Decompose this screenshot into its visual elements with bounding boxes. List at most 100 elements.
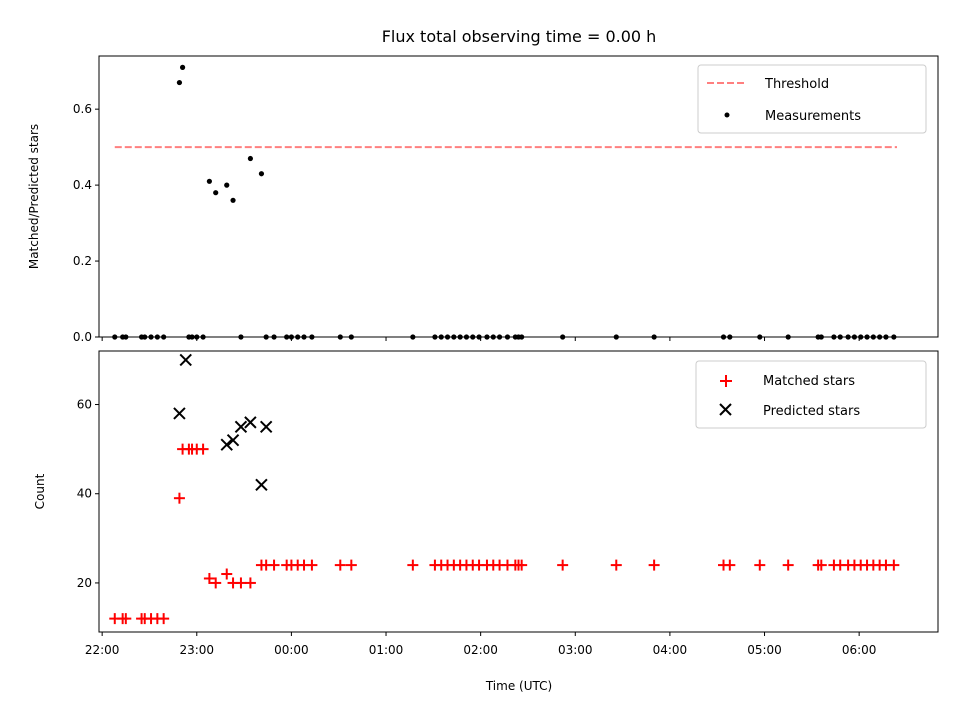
measurement-point (883, 334, 889, 340)
measurement-point (490, 334, 496, 340)
predicted-star-point (259, 420, 273, 434)
measurement-point (189, 334, 195, 340)
bottom-legend-box (695, 360, 927, 429)
matched-star-point (407, 559, 419, 571)
measurement-point (194, 334, 200, 340)
matched-star-point (173, 492, 185, 504)
measurement-point (112, 334, 118, 340)
measurement-point (247, 155, 253, 162)
top-y-axis-label: Matched/Predicted stars (27, 124, 41, 269)
matched-star-point (782, 559, 794, 571)
measurement-point (230, 197, 236, 203)
matched-star-point (334, 559, 346, 571)
measurement-point (142, 334, 148, 340)
matched-star-point (724, 559, 736, 571)
measurement-point (845, 334, 851, 340)
measurement-point (288, 334, 295, 340)
matched-stars-legend-swatch (720, 375, 732, 387)
matched-star-point (888, 559, 900, 571)
measurements-legend-swatch (724, 112, 730, 118)
matched-star-point (221, 568, 233, 580)
matched-star-point (306, 559, 318, 571)
measurement-point (877, 334, 883, 340)
measurement-point (463, 334, 470, 340)
bottom-legend: Matched stars Predicted stars (695, 360, 927, 429)
predicted-star-point (220, 438, 233, 451)
bottom-y-tick-label: 20 (77, 576, 92, 590)
top-y-tick-label: 0.6 (73, 102, 92, 116)
matched-star-point (648, 559, 660, 571)
measurement-point (271, 334, 277, 340)
x-axis-label: Time (UTC) (485, 679, 552, 693)
measurement-point (757, 334, 763, 340)
matched-star-point (815, 559, 827, 571)
bottom-y-axis: 20 40 60 (77, 398, 99, 590)
measurement-point (444, 334, 451, 340)
measurement-point (651, 334, 657, 340)
bottom-plot-frame (98, 350, 939, 633)
top-y-tick-label: 0.2 (73, 254, 92, 268)
bottom-y-tick-label: 40 (77, 487, 92, 501)
x-tick-label: 06:00 (842, 643, 877, 657)
predicted-star-point (226, 433, 240, 447)
bottom-x-axis: 22:00 23:00 00:00 01:00 02:00 03:00 04:00 05:00… (85, 632, 877, 657)
measurement-point (176, 79, 183, 86)
predicted-star-point (173, 407, 186, 420)
measurement-point (213, 190, 219, 196)
measurement-point (470, 334, 476, 340)
measurement-point (309, 334, 315, 340)
measurement-point (295, 334, 301, 340)
matched-star-point (557, 559, 569, 571)
measurement-point (519, 334, 525, 340)
measurement-point (457, 334, 463, 340)
measurement-point (148, 334, 154, 340)
matched-star-point (197, 443, 209, 455)
measurement-point (432, 334, 438, 340)
measurement-point (864, 334, 870, 340)
x-tick-label: 03:00 (558, 643, 593, 657)
top-y-tick-label: 0.0 (73, 330, 92, 344)
matched-star-point (516, 559, 528, 571)
bottom-series (109, 353, 900, 625)
measurement-point (284, 334, 290, 340)
x-tick-label: 23:00 (179, 643, 214, 657)
bottom-panel: 20 40 60 22:00 23:00 00:00 01:00 02:00 03:00 04:… (33, 350, 939, 693)
measurement-point (870, 334, 876, 340)
measurements-legend-label: Measurements (765, 109, 861, 124)
measurement-point (200, 334, 206, 340)
top-y-axis: 0.0 0.2 0.4 0.6 (73, 102, 99, 344)
top-series (112, 64, 897, 340)
matched-star-point (268, 559, 280, 571)
measurement-point (858, 334, 864, 340)
measurement-point (224, 182, 230, 188)
measurement-point (613, 334, 619, 340)
measurement-point (301, 334, 307, 340)
x-tick-label: 22:00 (85, 643, 120, 657)
measurement-point (258, 171, 265, 177)
predicted-star-point (179, 353, 192, 367)
measurement-point (161, 334, 167, 340)
top-legend-box (697, 64, 927, 134)
top-y-tick-label: 0.4 (73, 178, 92, 192)
top-panel: 0.0 0.2 0.4 0.6 Matched/Predicted stars Thr… (27, 55, 939, 344)
measurement-point (410, 334, 416, 340)
measurement-point (206, 178, 212, 184)
bottom-y-axis-label: Count (33, 473, 47, 509)
matched-star-point (203, 572, 215, 584)
x-tick-label: 02:00 (463, 643, 498, 657)
measurement-point (451, 334, 457, 340)
measurement-point (263, 334, 269, 340)
matched-star-point (345, 559, 357, 571)
measurement-point (438, 334, 444, 340)
measurement-point (484, 334, 490, 340)
measurement-point (785, 334, 791, 340)
measurement-point (831, 334, 837, 340)
matched-star-point (158, 613, 170, 625)
measurement-point (727, 334, 733, 340)
measurement-point (818, 334, 824, 340)
measurement-point (476, 334, 482, 340)
matched-star-point (610, 559, 622, 571)
measurement-point (154, 334, 160, 340)
measurement-point (891, 334, 897, 340)
